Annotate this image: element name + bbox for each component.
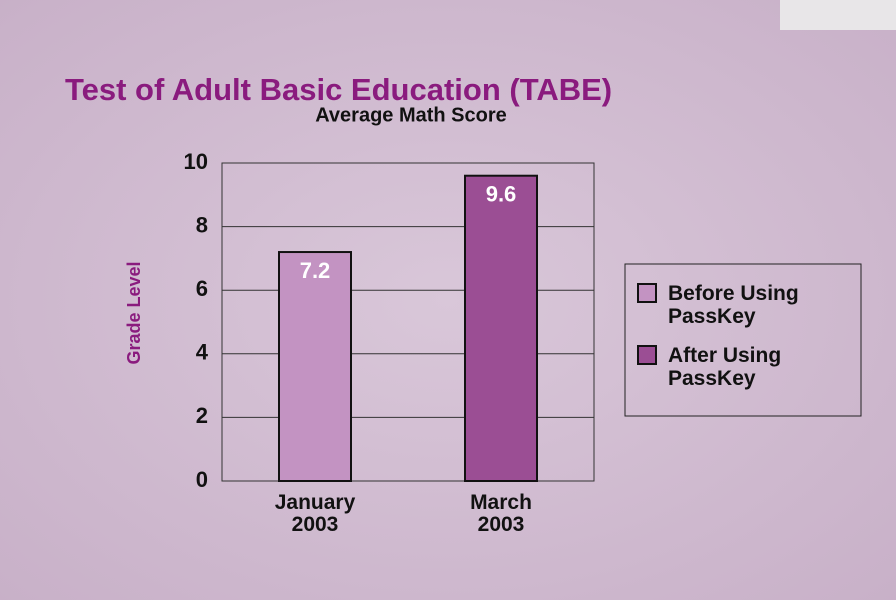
y-tick-label: 0: [196, 467, 208, 492]
bar: [464, 174, 538, 482]
y-axis-label: Grade Level: [124, 261, 144, 364]
chart-subtitle: Average Math Score: [315, 104, 507, 126]
data-label: 9.6: [486, 182, 517, 207]
legend-box: [624, 263, 862, 417]
y-tick-label: 6: [196, 276, 208, 301]
legend-label: After Using PassKey: [668, 344, 781, 390]
data-label: 7.2: [300, 258, 331, 283]
bar: [278, 251, 352, 482]
x-tick-label: January 2003: [275, 491, 356, 536]
legend-swatch: [637, 283, 657, 303]
chart-title: Test of Adult Basic Education (TABE): [65, 72, 612, 107]
corner-panel: [780, 0, 896, 30]
y-tick-label: 8: [196, 212, 208, 237]
legend-label: Before Using PassKey: [668, 282, 799, 328]
y-tick-label: 2: [196, 403, 208, 428]
legend-swatch: [637, 345, 657, 365]
y-tick-label: 10: [184, 149, 208, 174]
y-tick-label: 4: [196, 340, 209, 365]
plot-frame: [221, 162, 595, 482]
x-tick-label: March 2003: [470, 491, 532, 536]
